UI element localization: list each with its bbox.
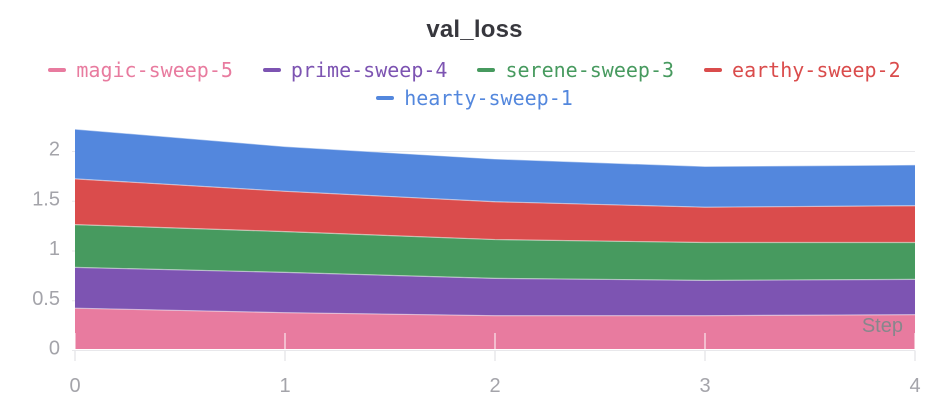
area-edge-prime-sweep-4 [74, 266, 916, 281]
legend-item-label: serene-sweep-3 [505, 58, 675, 82]
x-tick-label-2: 2 [489, 375, 500, 397]
area-prime-sweep-4[interactable] [75, 267, 915, 316]
legend-row-1: magic-sweep-5 prime-sweep-4 serene-sweep-3… [0, 56, 949, 84]
x-tick-label-3: 3 [699, 375, 710, 397]
legend-dash-icon [48, 68, 67, 72]
area-serene-sweep-3[interactable] [75, 224, 915, 281]
legend-dash-icon [477, 68, 496, 72]
y-tick-label-1.5: 1.5 [32, 188, 60, 210]
area-edge-hearty-sweep-1 [74, 128, 916, 168]
legend-dash-icon [262, 68, 281, 72]
legend-item-label: hearty-sweep-1 [404, 86, 573, 110]
x-axis-title: Step [862, 315, 903, 337]
x-tick-label-0: 0 [69, 375, 80, 397]
area-edge-magic-sweep-5 [74, 307, 916, 317]
legend-item-label: earthy-sweep-2 [732, 58, 901, 82]
legend-dash-icon [704, 68, 723, 72]
legend-item-magic-sweep-5[interactable]: magic-sweep-5 [48, 56, 233, 84]
x-tick-labels: 0 1 2 3 4 [69, 375, 920, 397]
y-tick-labels: 0 0.5 1 1.5 2 [32, 139, 60, 360]
x-tick-marks [74, 333, 916, 361]
legend-item-prime-sweep-4[interactable]: prime-sweep-4 [262, 56, 448, 84]
area-edge-serene-sweep-3 [74, 224, 915, 244]
y-tick-label-1: 1 [49, 238, 60, 260]
legend-row-2: hearty-sweep-1 [0, 84, 949, 112]
band-edges [74, 128, 916, 317]
y-tick-label-0.5: 0.5 [32, 288, 60, 310]
y-tick-label-2: 2 [49, 139, 60, 161]
area-edge-earthy-sweep-2 [74, 178, 916, 208]
legend-item-label: prime-sweep-4 [290, 58, 448, 82]
legend-item-label: magic-sweep-5 [76, 58, 233, 82]
x-tick-label-4: 4 [909, 375, 920, 397]
chart-title: val_loss [426, 16, 523, 43]
x-tick-label-1: 1 [279, 375, 290, 397]
legend-item-earthy-sweep-2[interactable]: earthy-sweep-2 [704, 56, 901, 84]
legend-item-hearty-sweep-1[interactable]: hearty-sweep-1 [376, 84, 573, 112]
legend: magic-sweep-5 prime-sweep-4 serene-sweep-3… [0, 56, 949, 112]
area-earthy-sweep-2[interactable] [75, 178, 915, 243]
y-tick-label-0: 0 [49, 338, 60, 360]
legend-item-serene-sweep-3[interactable]: serene-sweep-3 [477, 56, 674, 84]
legend-dash-icon [376, 96, 395, 100]
area-hearty-sweep-1[interactable] [75, 129, 915, 208]
